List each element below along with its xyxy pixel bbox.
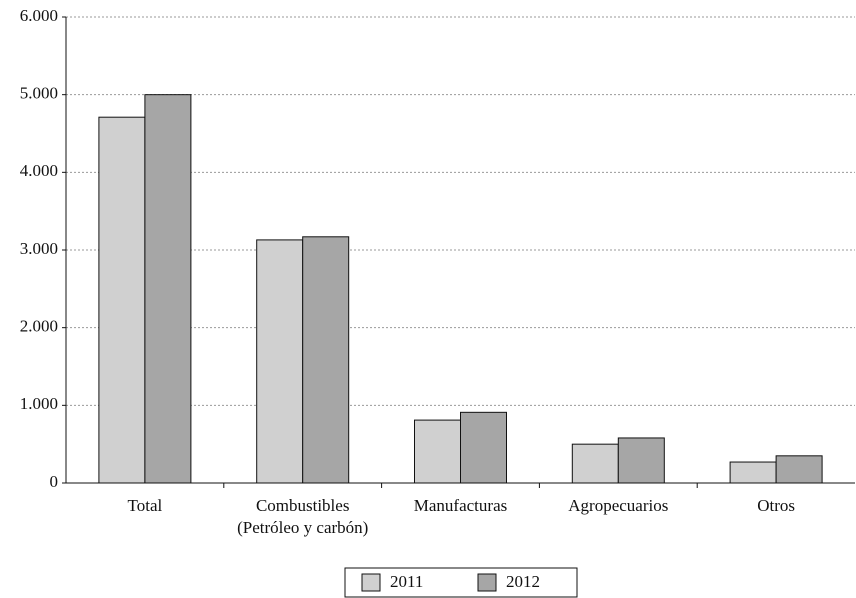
bar [256,239,304,484]
bar [414,419,461,484]
bar [460,411,507,484]
y-tick-label: 3.000 [20,239,58,258]
legend-swatch [477,573,497,592]
y-tick-label: 0 [50,472,59,491]
legend-box [344,567,578,598]
bar [617,437,665,484]
bar [144,94,192,484]
y-tick-label: 2.000 [20,317,58,336]
x-tick-label: Otros [757,496,795,515]
y-tick-label: 1.000 [20,394,58,413]
x-tick-label: Total [128,496,163,515]
bar [98,116,146,484]
y-tick-label: 6.000 [20,6,58,25]
bar [729,461,777,484]
legend-label: 2011 [390,572,423,591]
x-tick-label: Manufacturas [414,496,507,515]
x-tick-label: Combustibles (Petróleo y carbón) [237,496,368,537]
bar [302,236,350,484]
bar [775,455,823,484]
y-tick-label: 4.000 [20,161,58,180]
legend-swatch [361,573,381,592]
x-tick-label: Agropecuarios [568,496,668,515]
legend-label: 2012 [506,572,540,591]
bar [571,443,619,484]
y-tick-label: 5.000 [20,84,58,103]
